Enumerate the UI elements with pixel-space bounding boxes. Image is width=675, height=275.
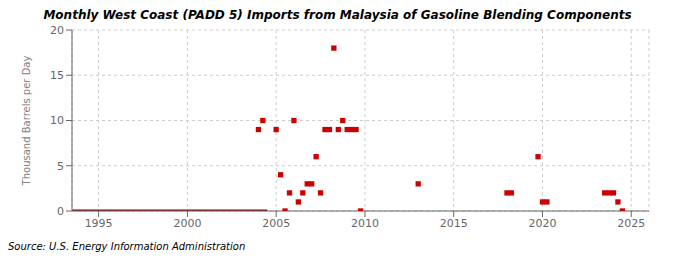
svg-text:2015: 2015 xyxy=(440,217,468,230)
svg-text:5: 5 xyxy=(57,160,64,173)
svg-text:2000: 2000 xyxy=(173,217,201,230)
svg-text:15: 15 xyxy=(50,69,64,82)
svg-text:20: 20 xyxy=(50,24,64,37)
svg-text:2020: 2020 xyxy=(528,217,556,230)
html-text:Monthly West Coast (PADD 5) Im: Monthly West Coast (PADD 5) Imports from… xyxy=(43,8,632,22)
svg-text:10: 10 xyxy=(50,114,64,127)
svg-text:1995: 1995 xyxy=(85,217,113,230)
svg-text:2010: 2010 xyxy=(351,217,379,230)
svg-text:2005: 2005 xyxy=(262,217,290,230)
html-text:Source: U.S. Energy Informatio: Source: U.S. Energy Information Administ… xyxy=(8,241,246,252)
svg-text:0: 0 xyxy=(57,205,64,218)
svg-text:2025: 2025 xyxy=(617,217,645,230)
svg-text:Thousand Barrels per Day: Thousand Barrels per Day xyxy=(21,56,32,187)
